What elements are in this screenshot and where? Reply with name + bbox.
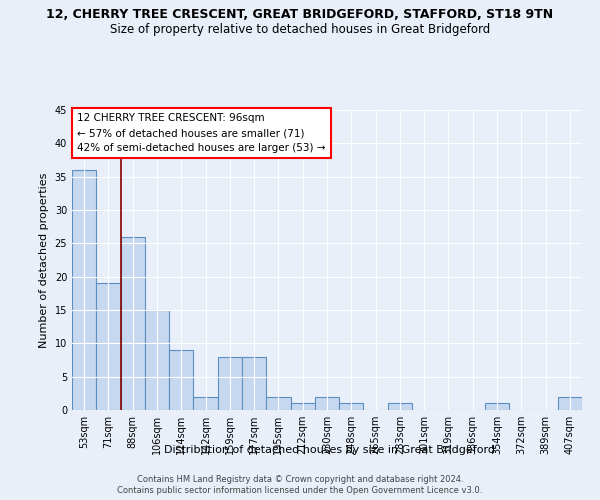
Text: Size of property relative to detached houses in Great Bridgeford: Size of property relative to detached ho… (110, 22, 490, 36)
Bar (339, 404, 364, 410)
Text: Distribution of detached houses by size in Great Bridgeford: Distribution of detached houses by size … (164, 445, 496, 455)
Bar (388, 404, 412, 410)
Bar (72, 170, 96, 410)
Bar (193, 396, 218, 410)
Bar (218, 356, 242, 410)
Bar (290, 404, 315, 410)
Bar (96, 284, 121, 410)
Bar (121, 236, 145, 410)
Bar (558, 396, 582, 410)
Text: Contains HM Land Registry data © Crown copyright and database right 2024.: Contains HM Land Registry data © Crown c… (137, 475, 463, 484)
Bar (485, 404, 509, 410)
Text: 12 CHERRY TREE CRESCENT: 96sqm
← 57% of detached houses are smaller (71)
42% of : 12 CHERRY TREE CRESCENT: 96sqm ← 57% of … (77, 114, 325, 153)
Bar (242, 356, 266, 410)
Bar (315, 396, 339, 410)
Text: Contains public sector information licensed under the Open Government Licence v3: Contains public sector information licen… (118, 486, 482, 495)
Bar (266, 396, 290, 410)
Bar (169, 350, 193, 410)
Y-axis label: Number of detached properties: Number of detached properties (39, 172, 49, 348)
Bar (145, 310, 169, 410)
Text: 12, CHERRY TREE CRESCENT, GREAT BRIDGEFORD, STAFFORD, ST18 9TN: 12, CHERRY TREE CRESCENT, GREAT BRIDGEFO… (46, 8, 554, 20)
